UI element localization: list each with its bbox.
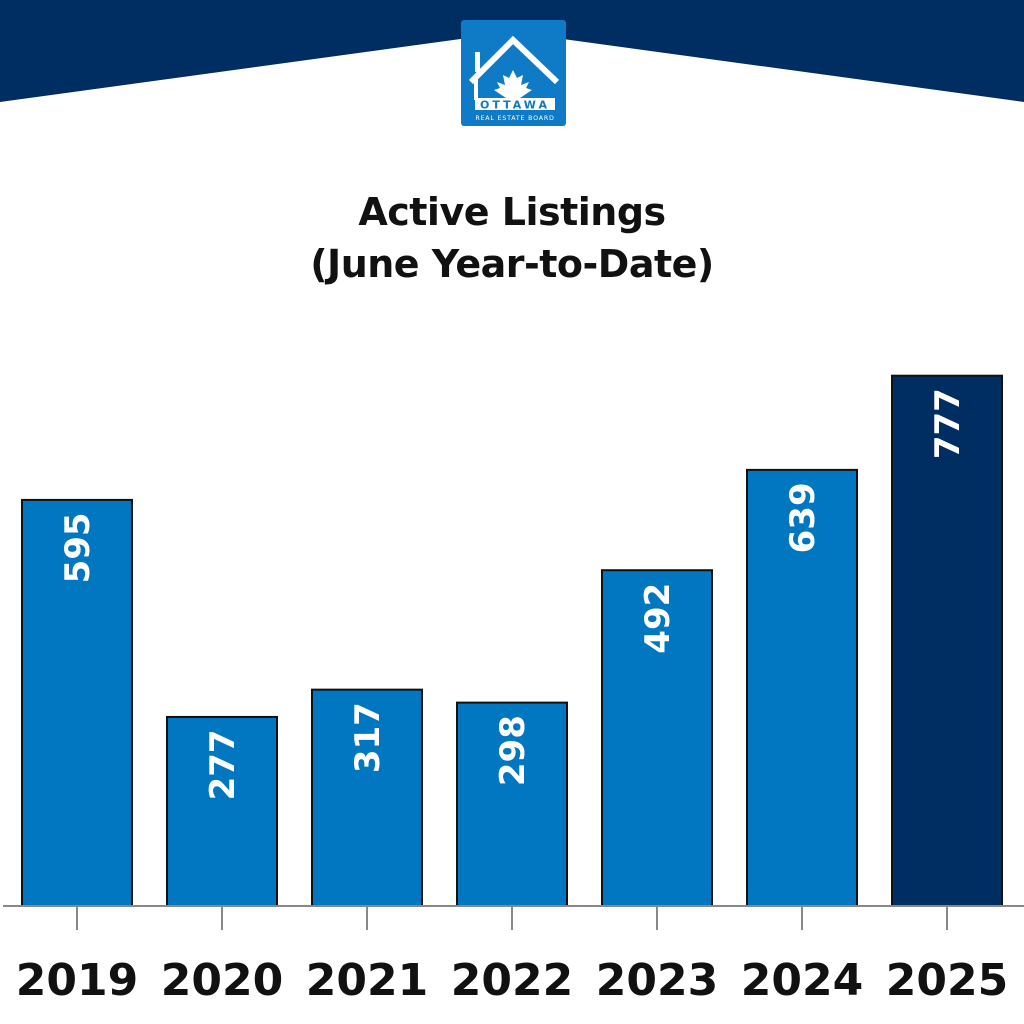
header-banner — [0, 0, 1024, 102]
bar-2025 — [891, 374, 1003, 907]
bar-2024 — [746, 468, 858, 907]
x-tick-label-2019: 2019 — [16, 955, 138, 1006]
data-label-2021: 317 — [348, 702, 388, 773]
data-label-2022: 298 — [493, 715, 533, 786]
chart-title-line2: (June Year-to-Date) — [310, 242, 714, 286]
x-tick-label-2020: 2020 — [161, 955, 283, 1006]
chart-title: Active Listings (June Year-to-Date) — [0, 186, 1024, 290]
bar-2022 — [456, 701, 568, 907]
data-label-2019: 595 — [58, 512, 98, 583]
x-tick-label-2025: 2025 — [886, 955, 1008, 1006]
x-tick-label-2024: 2024 — [741, 955, 863, 1006]
x-tick-label-2022: 2022 — [451, 955, 573, 1006]
data-label-2020: 277 — [203, 729, 243, 800]
logo-subtext: REAL ESTATE BOARD — [475, 115, 554, 122]
bar-2019 — [21, 498, 133, 907]
logo-text: OTTAWA — [480, 99, 550, 112]
chart-title-line1: Active Listings — [358, 190, 666, 234]
ottawa-real-estate-board-logo: OTTAWA REAL ESTATE BOARD — [461, 20, 566, 126]
data-label-2025: 777 — [928, 388, 968, 459]
data-label-2024: 639 — [783, 482, 823, 553]
x-tick-label-2021: 2021 — [306, 955, 428, 1006]
bar-2023 — [601, 569, 713, 908]
data-label-2023: 492 — [638, 583, 678, 654]
x-tick-label-2023: 2023 — [596, 955, 718, 1006]
